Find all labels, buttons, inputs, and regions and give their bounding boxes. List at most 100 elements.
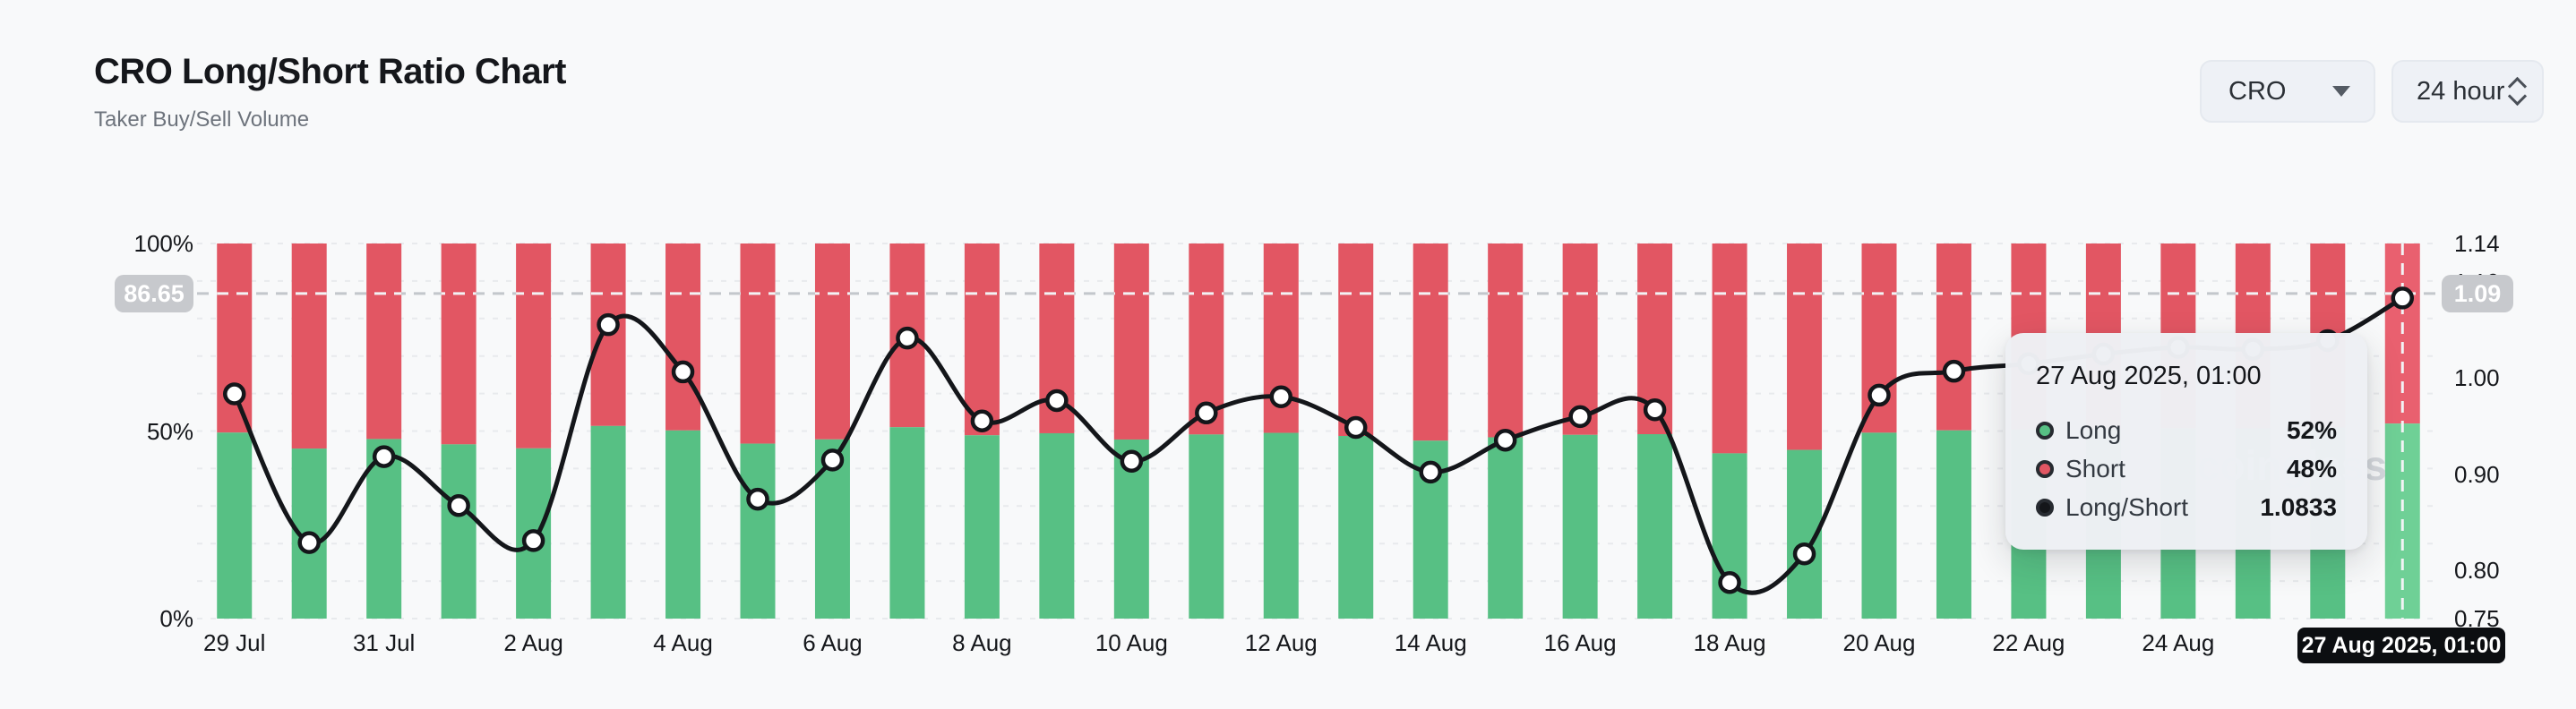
ratio-point <box>1045 389 1069 413</box>
x-axis-label: 14 Aug <box>1394 629 1467 656</box>
x-axis-label: 18 Aug <box>1693 629 1766 656</box>
x-axis-label: 24 Aug <box>2142 629 2215 656</box>
short-legend-dot-icon <box>2036 459 2054 478</box>
x-axis-label: 29 Jul <box>203 629 266 656</box>
bar-long-segment[interactable] <box>590 425 626 619</box>
crosshair-right-badge: 1.09 <box>2442 275 2513 312</box>
interval-select[interactable]: 24 hour <box>2391 60 2544 123</box>
symbol-select[interactable]: CRO <box>2200 60 2375 123</box>
ratio-point <box>671 360 695 384</box>
bar-short-segment[interactable] <box>441 243 477 445</box>
bar-long-segment[interactable] <box>1189 434 1224 619</box>
y-axis-right-label: 0.80 <box>2454 557 2500 585</box>
tooltip-row: Long 52% <box>2036 411 2337 449</box>
ratio-point <box>1868 383 1891 407</box>
x-axis-label: 20 Aug <box>1842 629 1916 656</box>
ratio-point <box>1942 359 1966 383</box>
bar-short-segment[interactable] <box>964 243 1000 436</box>
x-axis-label: 31 Jul <box>352 629 416 656</box>
bar-long-segment[interactable] <box>665 430 701 619</box>
ratio-legend-dot-icon <box>2036 498 2054 517</box>
bar-long-segment[interactable] <box>1338 436 1374 619</box>
bar-long-segment[interactable] <box>366 439 402 619</box>
bar-long-segment[interactable] <box>1861 432 1897 619</box>
bar-long-segment[interactable] <box>1637 434 1673 619</box>
ratio-point <box>820 448 845 472</box>
bar-long-segment[interactable] <box>1936 430 1971 619</box>
ratio-point <box>1344 415 1368 440</box>
page-subtitle: Taker Buy/Sell Volume <box>94 107 310 132</box>
ratio-point <box>1493 428 1517 452</box>
tooltip-row-label: Short <box>2065 454 2125 483</box>
bar-long-segment[interactable] <box>217 432 253 619</box>
tooltip-row-value: 52% <box>2286 415 2337 444</box>
bar-short-segment[interactable] <box>291 243 327 449</box>
ratio-point <box>1419 460 1442 484</box>
bar-short-segment[interactable] <box>1787 243 1823 450</box>
bar-short-segment[interactable] <box>814 243 850 440</box>
bar-short-segment[interactable] <box>516 243 552 448</box>
tooltip-row: Long/Short 1.0833 <box>2036 488 2337 526</box>
tooltip-row: Short 48% <box>2036 449 2337 488</box>
bar-short-segment[interactable] <box>1562 243 1598 435</box>
bar-long-segment[interactable] <box>1263 432 1299 619</box>
ratio-point <box>1643 398 1667 422</box>
ratio-line <box>232 295 2405 595</box>
ratio-point <box>521 529 545 552</box>
bar-long-segment[interactable] <box>889 427 925 619</box>
ratio-point <box>1792 542 1816 566</box>
x-axis-label: 16 Aug <box>1543 629 1617 656</box>
y-axis-right-label: 1.14 <box>2454 230 2500 257</box>
x-axis-label: 12 Aug <box>1244 629 1318 656</box>
y-axis-right-label: 0.90 <box>2454 460 2500 488</box>
bar-long-segment[interactable] <box>740 443 776 619</box>
ratio-point <box>1718 570 1741 594</box>
x-axis-label: 10 Aug <box>1095 629 1168 656</box>
bar-short-segment[interactable] <box>1488 243 1524 438</box>
crosshair-left-badge: 86.65 <box>115 275 193 312</box>
ratio-point <box>970 409 994 432</box>
ratio-point <box>222 382 246 406</box>
ratio-point <box>372 445 396 468</box>
x-axis-label: 4 Aug <box>653 629 713 656</box>
y-axis-left-label: 0% <box>159 605 193 632</box>
bar-long-segment[interactable] <box>441 444 477 619</box>
bar-short-segment[interactable] <box>665 243 701 431</box>
x-axis-label: 22 Aug <box>1992 629 2065 656</box>
bar-short-segment[interactable] <box>740 243 776 444</box>
bar-long-segment[interactable] <box>1039 432 1075 619</box>
ratio-point <box>297 531 321 554</box>
ratio-point <box>2391 286 2415 310</box>
bar-long-segment[interactable] <box>1562 434 1598 619</box>
x-axis-label: 6 Aug <box>803 629 863 656</box>
bars <box>217 243 2420 619</box>
y-axis-left-label: 100% <box>133 230 194 257</box>
ratio-point <box>746 487 769 511</box>
ratio-point <box>1120 449 1144 473</box>
long-legend-dot-icon <box>2036 421 2054 440</box>
chart-tooltip: 27 Aug 2025, 01:00 Long 52% Short 48% Long/S… <box>2005 333 2367 550</box>
bar-short-segment[interactable] <box>1113 243 1149 440</box>
x-axis-label: 2 Aug <box>503 629 563 656</box>
bar-short-segment[interactable] <box>366 243 402 440</box>
ratio-point <box>1195 401 1218 425</box>
y-axis-right-label: 1.00 <box>2454 364 2500 392</box>
tooltip-row-label: Long <box>2065 415 2122 444</box>
updown-chevron-icon <box>2507 76 2528 107</box>
bar-short-segment[interactable] <box>1413 243 1448 441</box>
ratio-point <box>896 326 919 350</box>
bar-long-segment[interactable] <box>964 435 1000 619</box>
y-axis-left-label: 50% <box>146 417 193 445</box>
symbol-select-value: CRO <box>2228 76 2287 106</box>
page-title: CRO Long/Short Ratio Chart <box>94 52 566 91</box>
interval-select-value: 24 hour <box>2417 76 2505 106</box>
ratio-point <box>597 312 620 337</box>
bar-short-segment[interactable] <box>1712 243 1747 454</box>
tooltip-row-value: 48% <box>2286 454 2337 483</box>
crosshair-date-badge: 27 Aug 2025, 01:00 <box>2297 628 2505 663</box>
ratio-point <box>1568 405 1592 429</box>
bar-long-segment[interactable] <box>1488 437 1524 619</box>
bar-short-segment[interactable] <box>1338 243 1374 437</box>
bar-short-segment[interactable] <box>1936 243 1971 431</box>
